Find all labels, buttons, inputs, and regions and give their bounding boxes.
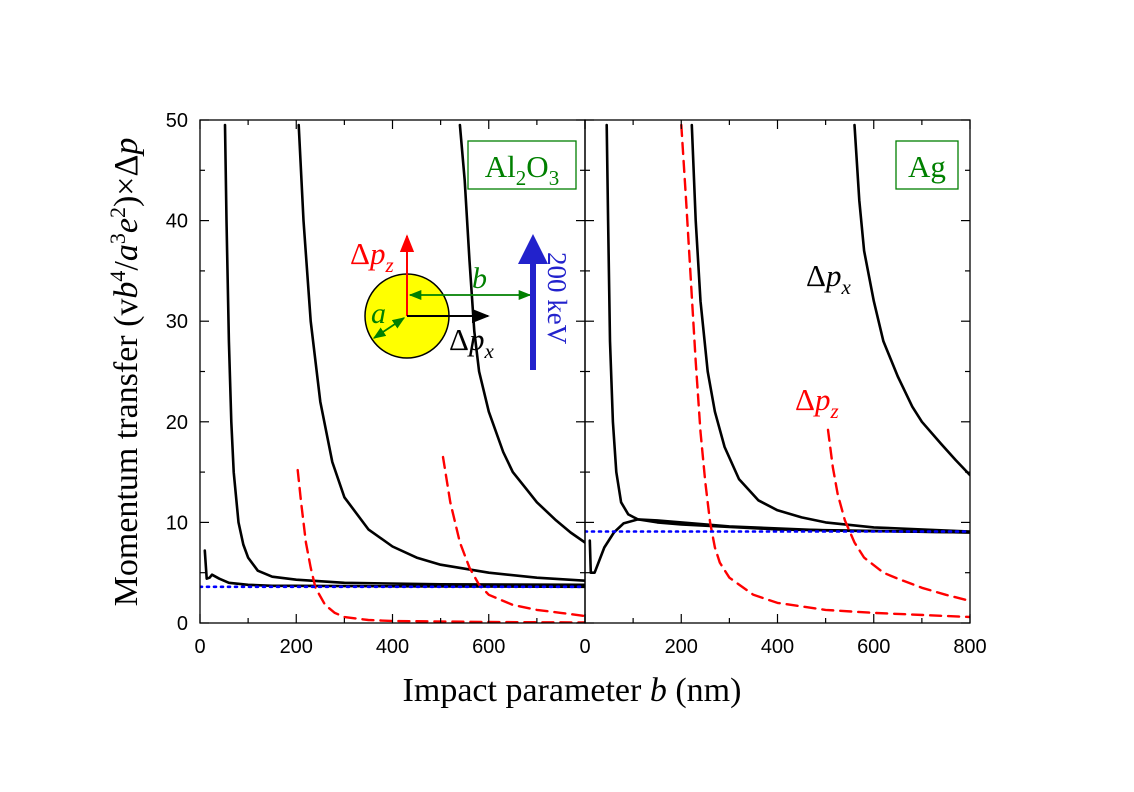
left-xtick-label-400: 400 <box>376 636 409 658</box>
ytick-label-50: 50 <box>166 110 188 132</box>
right-xtick-label-0: 0 <box>579 636 590 658</box>
inset-dpz-label: Δpz <box>350 236 394 277</box>
right-xtick-label-600: 600 <box>857 636 890 658</box>
ytick-label-40: 40 <box>166 211 188 233</box>
radius-arrow <box>372 317 406 339</box>
left-dpz-curve-5 <box>441 455 585 618</box>
beam-energy-label: 200 keV <box>542 252 572 345</box>
ytick-label-20: 20 <box>166 412 188 434</box>
right-xtick-label-400: 400 <box>761 636 794 658</box>
ytick-label-10: 10 <box>166 512 188 534</box>
left-dpx-curve-3 <box>458 123 585 544</box>
left-xtick-label-0: 0 <box>194 636 205 658</box>
right-dpx-curve-2 <box>690 123 970 533</box>
inset-a-label: a <box>371 297 386 330</box>
x-axis-title: Impact parameter b (nm) <box>403 672 742 709</box>
panel-label-ag-text: Ag <box>908 149 946 184</box>
right-dpz-curve-4 <box>680 123 970 619</box>
right-xtick-label-800: 800 <box>953 636 986 658</box>
left-xtick-label-600: 600 <box>472 636 505 658</box>
left-xtick-label-200: 200 <box>280 636 313 658</box>
axis-ticks: 0 200 400 600 0 10 20 30 40 50 0 200 400 600 800 <box>166 110 987 658</box>
inset-dpx-label: Δpx <box>449 322 494 363</box>
y-axis-title: Momentum transfer (vb4/a3e2)×Δp <box>105 138 145 607</box>
left-dpz-curve-4 <box>296 468 585 623</box>
geometry-inset: Δpz Δpx b a 200 keV <box>350 234 572 370</box>
dpz-curve-label: Δpz <box>795 382 839 423</box>
left-dpx-curve-0 <box>203 549 585 589</box>
right-dpx-curve-0 <box>588 518 970 574</box>
dpx-curve-label: Δpx <box>806 258 851 299</box>
right-plot-frame <box>584 119 971 624</box>
left-dpx-curve-2 <box>297 123 585 582</box>
inset-b-label: b <box>472 262 487 295</box>
right-panel-series <box>585 123 970 619</box>
x-axis-title-part2: (nm) <box>667 672 742 709</box>
right-xtick-label-200: 200 <box>665 636 698 658</box>
left-dpx-curve-1 <box>223 123 585 587</box>
ytick-label-0: 0 <box>177 613 188 635</box>
ytick-label-30: 30 <box>166 311 188 333</box>
right-dpx-curve-3 <box>853 123 970 477</box>
panel-label-ag: Ag <box>895 140 959 190</box>
x-axis-title-part1: Impact parameter <box>403 672 650 709</box>
x-axis-title-b: b <box>650 672 667 709</box>
right-dpx-curve-1 <box>605 123 970 534</box>
left-panel-series <box>200 123 585 623</box>
panel-label-al2o3: Al2O3 <box>467 140 577 190</box>
right-dpz-curve-5 <box>826 428 970 603</box>
